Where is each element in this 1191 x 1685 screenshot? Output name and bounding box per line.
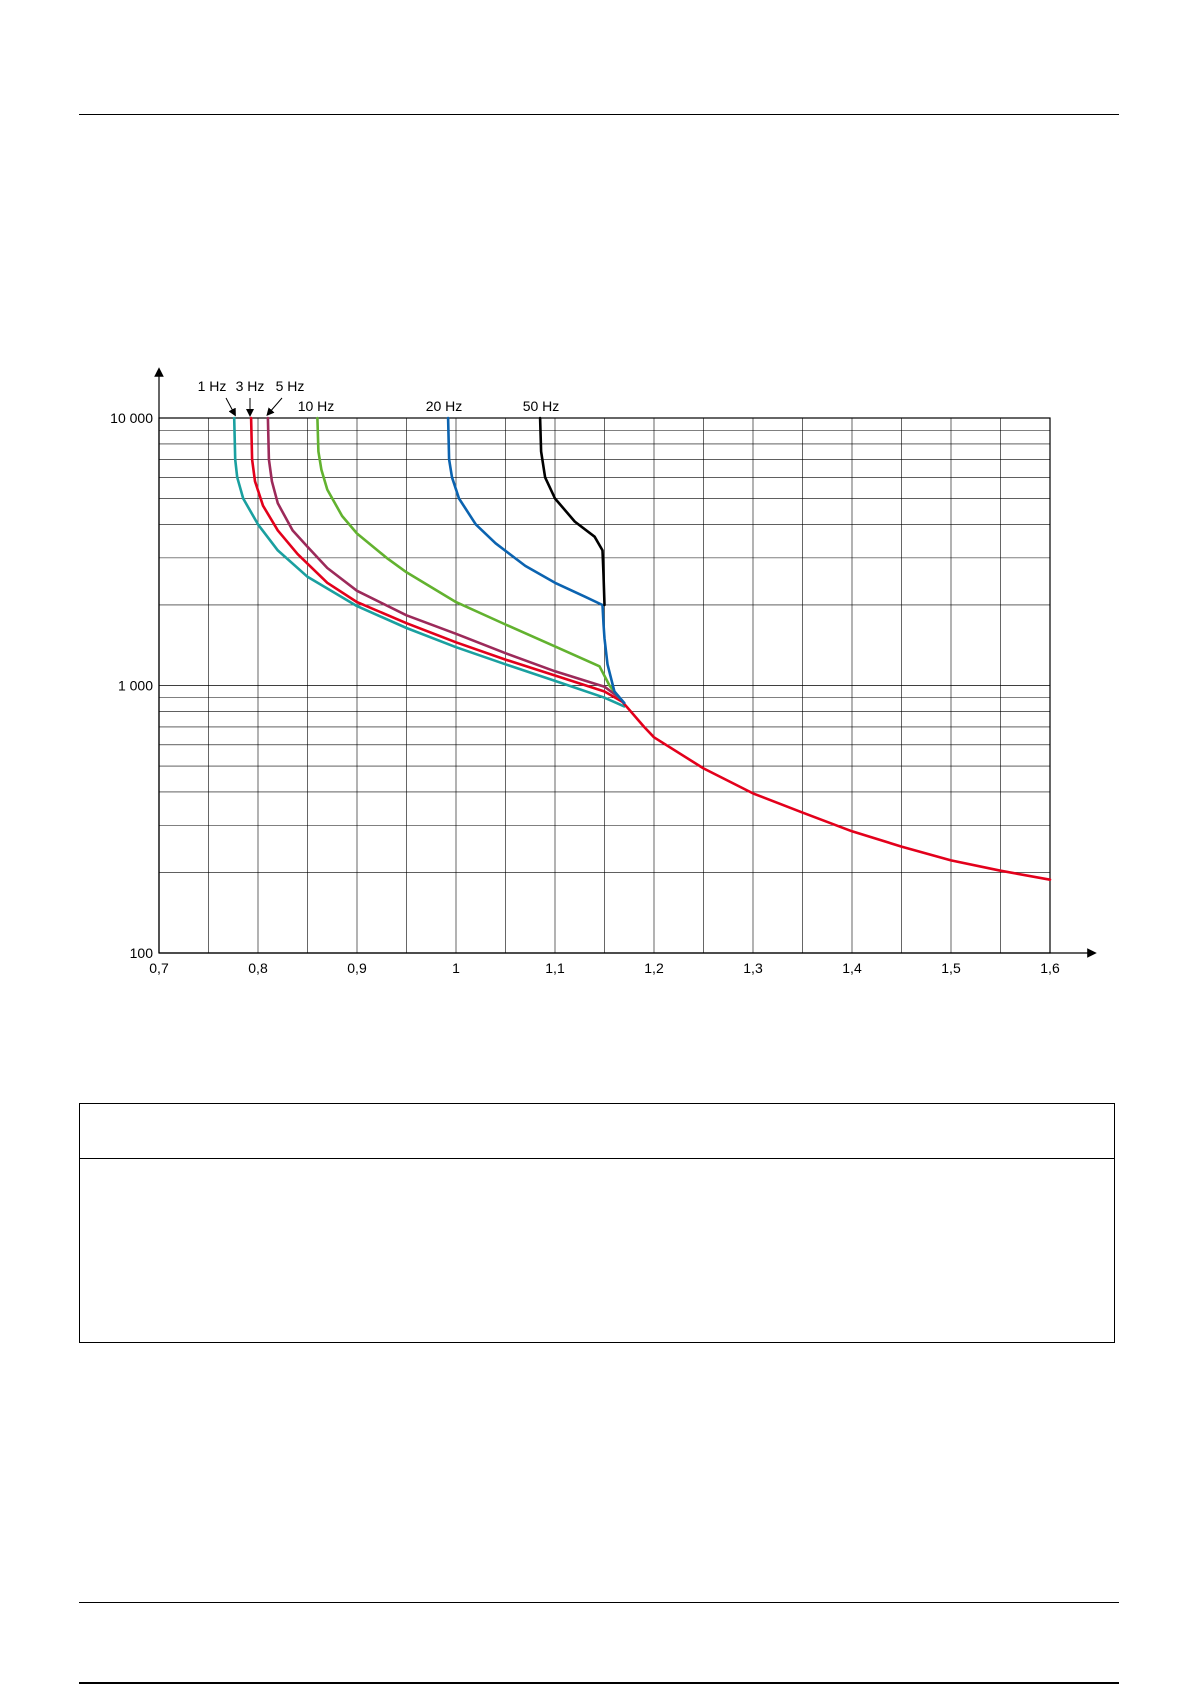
page-bottom-rule [79,1682,1119,1684]
x-tick-label: 0,8 [248,960,268,976]
series-line [232,416,626,708]
series-label: 20 Hz [426,398,463,414]
series-line [316,416,621,700]
x-tick-label: 1,2 [644,960,664,976]
series-line [538,416,606,607]
series-line [266,416,621,700]
note-box [79,1103,1115,1343]
x-tick-label: 1,6 [1040,960,1060,976]
series-label: 50 Hz [523,398,560,414]
x-tick-label: 0,9 [347,960,367,976]
chart-axes [154,367,1097,958]
x-tick-label: 1,5 [941,960,961,976]
y-tick-label: 10 000 [110,410,153,426]
x-tick-label: 0,7 [149,960,169,976]
note-box-header [80,1104,1114,1159]
series-labels: 1 Hz 3 Hz 5 Hz 10 Hz 20 Hz 50 Hz [198,378,560,417]
x-tick-label: 1 [452,960,460,976]
series-label: 10 Hz [298,398,335,414]
x-tick-label: 1,1 [545,960,565,976]
series-label-arrow [225,397,236,417]
series-label-arrow [266,397,283,417]
header-rule [79,114,1119,115]
overload-chart: 0,7 0,8 0,9 1 1,1 1,2 1,3 1,4 1,5 1,6 100 1 000 10 0… [110,367,1097,976]
y-tick-label: 100 [130,945,154,961]
x-tick-label: 1,3 [743,960,763,976]
footer-rule [79,1602,1119,1603]
series-label: 5 Hz [276,378,305,394]
x-tick-label: 1,4 [842,960,862,976]
series-lines [232,416,1052,882]
series-label: 1 Hz [198,378,227,394]
y-tick-label: 1 000 [118,678,153,694]
series-line [446,416,626,705]
series-label: 3 Hz [236,378,265,394]
series-line [249,416,1052,882]
tick-labels: 0,7 0,8 0,9 1 1,1 1,2 1,3 1,4 1,5 1,6 100 1 000 10 0… [110,410,1060,976]
